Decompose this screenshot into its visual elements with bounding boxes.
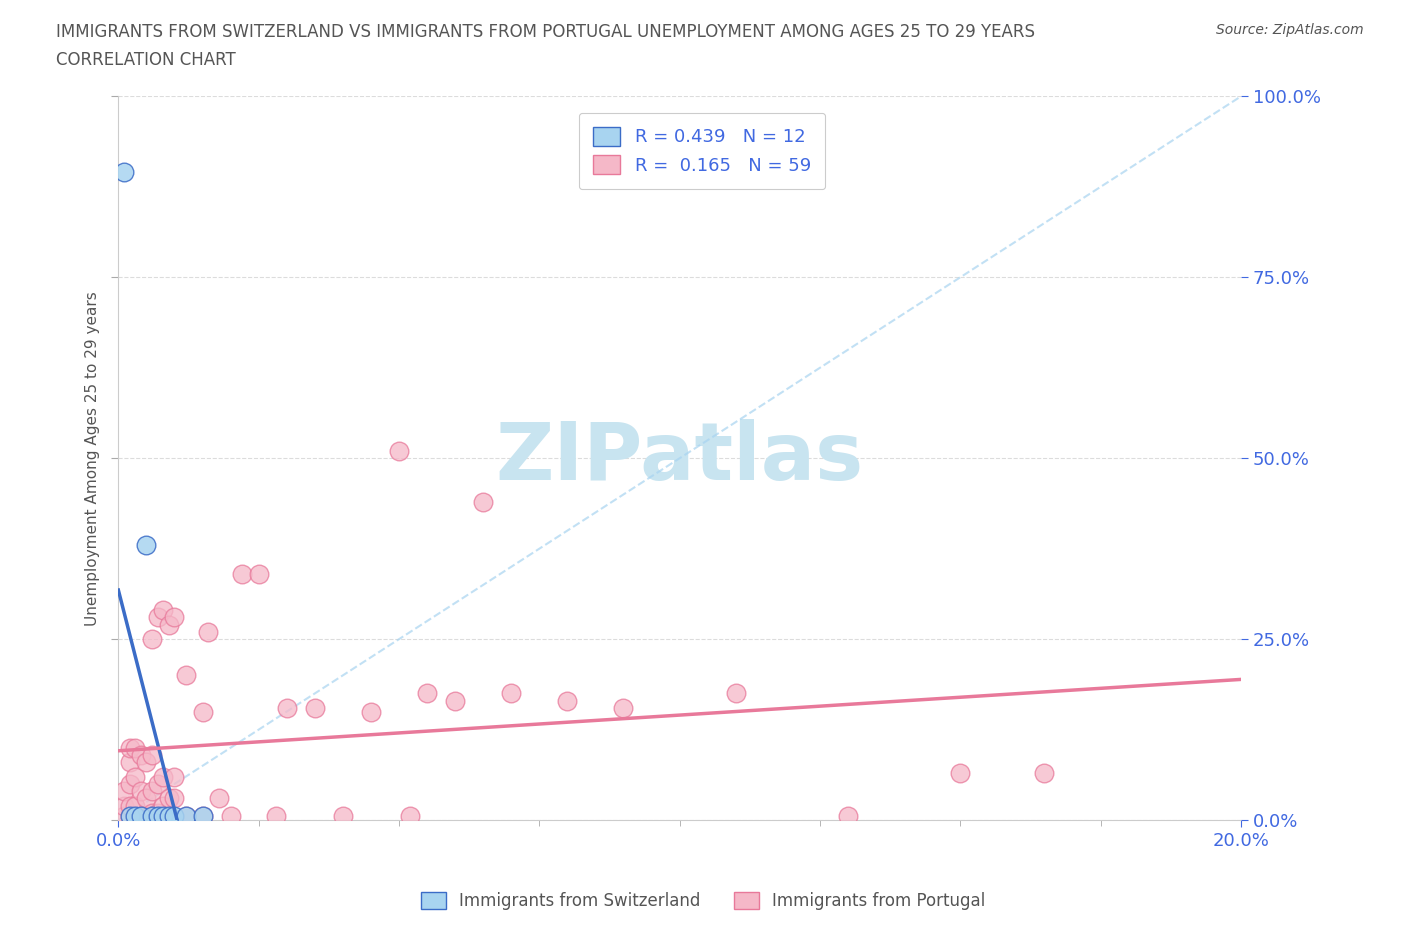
Point	[157, 809, 180, 824]
Text: IMMIGRANTS FROM SWITZERLAND VS IMMIGRANTS FROM PORTUGAL UNEMPLOYMENT AMONG AGES : IMMIGRANTS FROM SWITZERLAND VS IMMIGRANT…	[56, 23, 1035, 41]
Point	[191, 809, 214, 824]
Point	[118, 798, 141, 813]
Point	[112, 809, 135, 824]
Text: Source: ZipAtlas.com: Source: ZipAtlas.com	[1216, 23, 1364, 37]
Point	[163, 610, 186, 625]
Point	[360, 704, 382, 719]
Point	[141, 784, 163, 799]
Point	[157, 618, 180, 632]
Point	[444, 693, 467, 708]
Point	[118, 755, 141, 770]
Point	[208, 790, 231, 805]
Point	[152, 798, 174, 813]
Point	[112, 798, 135, 813]
Point	[118, 777, 141, 791]
Point	[146, 809, 169, 824]
Point	[1033, 765, 1056, 780]
Point	[174, 809, 197, 824]
Point	[146, 805, 169, 820]
Point	[399, 809, 422, 824]
Point	[332, 809, 354, 824]
Point	[191, 704, 214, 719]
Point	[163, 790, 186, 805]
Point	[146, 610, 169, 625]
Point	[124, 769, 146, 784]
Point	[949, 765, 972, 780]
Point	[174, 809, 197, 824]
Legend: Immigrants from Switzerland, Immigrants from Portugal: Immigrants from Switzerland, Immigrants …	[413, 885, 993, 917]
Point	[141, 809, 163, 824]
Point	[118, 809, 141, 824]
Point	[472, 494, 495, 509]
Text: ZIPatlas: ZIPatlas	[495, 419, 863, 498]
Point	[219, 809, 242, 824]
Point	[141, 631, 163, 646]
Point	[124, 809, 146, 824]
Point	[304, 700, 326, 715]
Point	[112, 165, 135, 179]
Point	[174, 668, 197, 683]
Point	[146, 777, 169, 791]
Legend: R = 0.439   N = 12, R =  0.165   N = 59: R = 0.439 N = 12, R = 0.165 N = 59	[579, 113, 825, 190]
Point	[247, 566, 270, 581]
Point	[135, 755, 157, 770]
Point	[197, 624, 219, 639]
Point	[388, 444, 411, 458]
Point	[141, 748, 163, 763]
Point	[129, 809, 152, 824]
Point	[501, 686, 523, 701]
Point	[118, 809, 141, 824]
Point	[276, 700, 298, 715]
Point	[557, 693, 579, 708]
Point	[157, 790, 180, 805]
Point	[129, 809, 152, 824]
Point	[129, 748, 152, 763]
Point	[191, 809, 214, 824]
Point	[129, 784, 152, 799]
Point	[124, 809, 146, 824]
Point	[163, 809, 186, 824]
Point	[152, 603, 174, 618]
Point	[112, 784, 135, 799]
Point	[612, 700, 634, 715]
Y-axis label: Unemployment Among Ages 25 to 29 years: Unemployment Among Ages 25 to 29 years	[86, 291, 100, 626]
Point	[135, 538, 157, 552]
Point	[724, 686, 747, 701]
Point	[135, 790, 157, 805]
Text: CORRELATION CHART: CORRELATION CHART	[56, 51, 236, 69]
Point	[152, 769, 174, 784]
Point	[135, 809, 157, 824]
Point	[152, 809, 174, 824]
Point	[163, 769, 186, 784]
Point	[124, 740, 146, 755]
Point	[231, 566, 253, 581]
Point	[837, 809, 859, 824]
Point	[141, 805, 163, 820]
Point	[118, 740, 141, 755]
Point	[264, 809, 287, 824]
Point	[124, 798, 146, 813]
Point	[416, 686, 439, 701]
